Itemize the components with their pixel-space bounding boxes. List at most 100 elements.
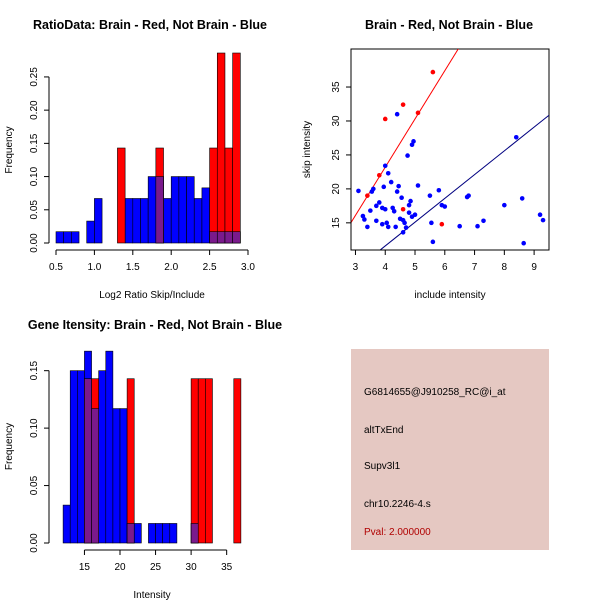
point-not-brain: [391, 208, 397, 214]
point-not-brain: [406, 202, 412, 208]
bar-not-brain: [155, 523, 163, 544]
y-tick-label: 0.25: [29, 67, 40, 87]
point-not-brain: [429, 220, 434, 226]
point-not-brain: [415, 183, 421, 188]
bar-not-brain: [94, 198, 103, 244]
point-not-brain: [540, 217, 546, 223]
y-tick-label: 0.20: [29, 100, 40, 120]
x-tick-label: 3.0: [241, 262, 255, 273]
y-tick-label: 15: [331, 217, 342, 229]
x-axis-label: include intensity: [414, 290, 485, 301]
bar-not-brain: [69, 370, 78, 544]
x-tick-label: 6: [442, 262, 448, 273]
point-not-brain: [436, 187, 442, 193]
point-not-brain: [393, 224, 398, 230]
point-not-brain: [356, 188, 361, 194]
y-tick-label: 0.05: [29, 475, 40, 495]
point-not-brain: [411, 139, 416, 144]
point-not-brain: [537, 212, 543, 217]
bar-brain: [233, 378, 242, 544]
point-brain: [382, 116, 388, 122]
x-tick-label: 15: [79, 562, 91, 573]
point-not-brain: [403, 225, 409, 230]
ratio-histogram: RatioData: Brain - Red, Not Brain - Blue…: [4, 18, 267, 301]
bar-not-brain: [112, 408, 121, 544]
x-tick-label: 20: [114, 562, 126, 573]
point-not-brain: [442, 204, 448, 209]
point-not-brain: [394, 111, 400, 117]
point-brain: [415, 110, 421, 116]
point-not-brain: [481, 218, 486, 224]
bar-not-brain: [98, 370, 107, 544]
plot-frame: [350, 48, 550, 251]
x-tick-label: 5: [412, 262, 418, 273]
bar-brain: [190, 378, 199, 544]
bar-not-brain: [162, 523, 171, 544]
point-not-brain: [402, 220, 407, 226]
bar-not-brain: [119, 408, 128, 544]
point-not-brain: [502, 202, 507, 208]
point-brain: [439, 221, 445, 227]
x-tick-label: 35: [221, 562, 233, 573]
x-tick-label: 4: [382, 262, 388, 273]
fit-line: [351, 49, 459, 223]
bar-overlap: [84, 378, 92, 544]
bar-not-brain: [169, 523, 178, 544]
y-axis-label: Frequency: [4, 423, 15, 470]
point-not-brain: [519, 196, 525, 201]
probe-info-panel: G6814655@J910258_RC@i_at altTxEnd Supv3l…: [351, 349, 549, 550]
y-tick-label: 35: [331, 81, 342, 93]
genomic-location: chr10.2246-4.s: [364, 499, 431, 510]
point-not-brain: [382, 163, 388, 169]
x-axis-label: Intensity: [133, 590, 170, 600]
point-not-brain: [379, 221, 385, 227]
bar-overlap: [126, 523, 135, 544]
bar-not-brain: [77, 370, 85, 544]
bar-overlap: [190, 523, 199, 544]
point-not-brain: [388, 179, 394, 185]
point-not-brain: [430, 239, 436, 245]
y-tick-label: 30: [331, 115, 342, 127]
point-not-brain: [365, 224, 370, 230]
point-not-brain: [376, 200, 382, 205]
chart-title: Brain - Red, Not Brain - Blue: [365, 18, 533, 32]
y-tick-label: 20: [331, 183, 342, 195]
bar-brain: [197, 378, 206, 544]
point-not-brain: [399, 195, 404, 201]
point-not-brain: [394, 189, 400, 194]
bar-overlap: [232, 231, 241, 244]
y-tick-label: 0.15: [29, 133, 40, 153]
bar-overlap: [155, 176, 164, 244]
point-not-brain: [405, 153, 410, 158]
point-not-brain: [406, 210, 412, 215]
x-tick-label: 9: [531, 262, 537, 273]
pval-text: Pval: 2.000000: [364, 527, 431, 538]
point-not-brain: [521, 240, 526, 246]
bar-not-brain: [133, 523, 142, 544]
x-tick-label: 30: [186, 562, 198, 573]
point-not-brain: [362, 217, 367, 222]
y-tick-label: 25: [331, 149, 342, 161]
chart-title: RatioData: Brain - Red, Not Brain - Blue: [33, 18, 267, 32]
bar-brain: [126, 378, 135, 544]
gene-name: Supv3l1: [364, 461, 401, 472]
y-tick-label: 0.05: [29, 200, 40, 220]
x-tick-label: 8: [502, 262, 508, 273]
event-type: altTxEnd: [364, 425, 404, 436]
y-tick-label: 0.10: [29, 166, 40, 186]
point-not-brain: [374, 203, 379, 209]
bar-overlap: [91, 408, 99, 544]
point-not-brain: [385, 170, 391, 176]
point-not-brain: [371, 186, 376, 192]
x-tick-label: 2.0: [164, 262, 178, 273]
bar-brain: [205, 378, 213, 544]
y-tick-label: 0.00: [29, 533, 40, 553]
x-tick-label: 2.5: [203, 262, 217, 273]
y-axis-label: skip intensity: [302, 121, 313, 178]
x-tick-label: 0.5: [49, 262, 63, 273]
x-tick-label: 1.0: [87, 262, 101, 273]
y-tick-label: 0.10: [29, 418, 40, 438]
point-brain: [376, 173, 382, 178]
point-not-brain: [400, 230, 406, 235]
point-not-brain: [427, 193, 433, 198]
